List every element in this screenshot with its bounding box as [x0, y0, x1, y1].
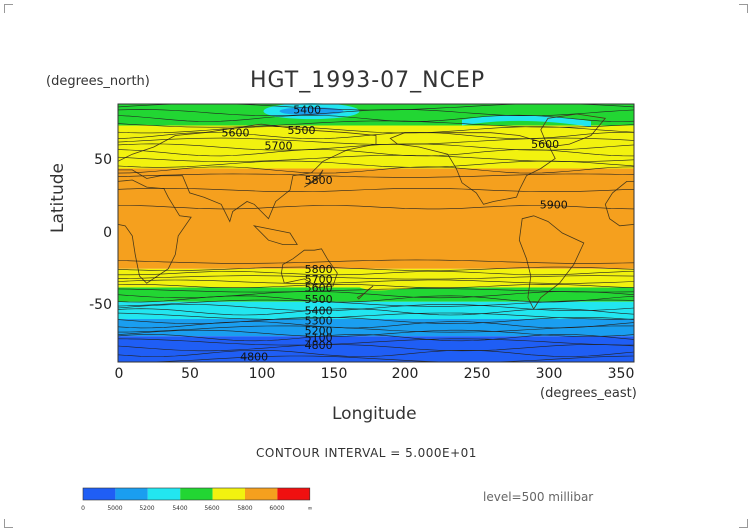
contour-line [117, 344, 635, 352]
contour-line [118, 271, 635, 276]
corner-mark-tr [739, 4, 748, 13]
contour-line [117, 114, 635, 122]
colorbar-swatch [277, 488, 310, 500]
contour-line [117, 188, 635, 192]
contour-label: 5600 [222, 127, 250, 140]
y-tick-label: -50 [89, 297, 112, 313]
colorbar-label: 5800 [237, 505, 253, 512]
coastline [389, 132, 556, 205]
corner-mark-tl [4, 4, 13, 13]
corner-mark-bl [4, 519, 13, 528]
x-tick-label: 0 [114, 366, 124, 382]
colorbar-swatch [245, 488, 278, 500]
contour-label: 5400 [293, 104, 321, 117]
plot-frame [117, 103, 635, 363]
colorbar-swatch [83, 488, 116, 500]
arctic-low-cell [462, 115, 591, 127]
contour-line [117, 288, 635, 293]
contour-label: 5300 [305, 314, 333, 327]
x-tick-label: 50 [181, 366, 199, 382]
y-axis-unit: (degrees_north) [46, 74, 150, 89]
contour-lines [117, 103, 635, 363]
y-tick-label: 0 [103, 225, 112, 241]
contour-label: 5900 [540, 198, 568, 211]
colorbar-label: ∞ [307, 505, 313, 512]
contour-line [117, 275, 635, 280]
contour-line [118, 205, 635, 210]
contour-label: 5100 [305, 332, 333, 345]
contour-line [118, 355, 635, 363]
y-axis-label: Latitude [48, 163, 68, 233]
contour-line [117, 304, 635, 312]
contour-label: 5500 [287, 124, 315, 137]
contour-line [117, 334, 635, 342]
colorbar-label: 5600 [204, 505, 220, 512]
contour-label: 5800 [305, 263, 333, 276]
contour-line [117, 160, 635, 168]
colorbar-frame [82, 487, 311, 501]
x-tick-label: 200 [391, 366, 419, 382]
x-axis-unit: (degrees_east) [540, 386, 637, 401]
contour-line [117, 149, 635, 157]
contour-line [117, 308, 635, 316]
contour-line [117, 321, 635, 329]
x-tick-label: 100 [248, 366, 276, 382]
colorbar-label: 0 [81, 505, 85, 512]
plot-title: HGT_1993-07_NCEP [250, 68, 486, 93]
contour-label: 5600 [305, 281, 333, 294]
contour-line [117, 132, 635, 140]
contour-line [117, 109, 635, 116]
contour-label: 5700 [265, 140, 293, 153]
contour-line [117, 325, 634, 333]
contour-line [117, 259, 635, 264]
contour-label: 5700 [305, 273, 333, 286]
corner-mark-br [739, 519, 748, 528]
colorbar-swatch [147, 488, 181, 500]
colorbar-label: 5400 [172, 505, 188, 512]
contour-label: 5200 [305, 324, 333, 337]
colorbar-swatch [180, 488, 213, 500]
contour-band [118, 168, 634, 269]
trough-bulge [368, 288, 470, 301]
coastline [518, 215, 585, 310]
colorbar [82, 487, 311, 501]
y-tick-label: 50 [94, 152, 112, 168]
contour-label: 5800 [305, 174, 333, 187]
contour-label: 5500 [305, 293, 333, 306]
colorbar-swatch [212, 488, 245, 500]
x-tick-label: 250 [463, 366, 491, 382]
colorbar-label: 5200 [139, 505, 155, 512]
contour-label: 4800 [240, 350, 268, 363]
contour-line [117, 266, 635, 271]
colorbar-swatch [115, 488, 148, 500]
contour-label: 5400 [305, 304, 333, 317]
contour-line [117, 312, 635, 320]
colorbar-label: 5000 [107, 505, 123, 512]
contour-label: 5600 [531, 138, 559, 151]
contour-line [117, 299, 635, 307]
contour-line [117, 137, 635, 145]
x-tick-label: 150 [320, 366, 348, 382]
colorbar-label: 6000 [269, 505, 285, 512]
contour-line [117, 166, 635, 174]
contour-label: 4800 [305, 339, 333, 352]
contour-line [117, 173, 635, 178]
contour-line [117, 316, 635, 324]
coastline [540, 113, 607, 148]
contour-interval-text: CONTOUR INTERVAL = 5.000E+01 [256, 446, 477, 460]
coastline [252, 225, 298, 245]
x-tick-label: 350 [607, 366, 635, 382]
contour-line [117, 279, 635, 284]
contour-line [117, 126, 635, 134]
contour-line [117, 283, 635, 288]
contour-band [118, 336, 634, 362]
x-axis-label: Longitude [332, 404, 417, 424]
contour-line [117, 349, 635, 357]
contour-line [117, 338, 635, 346]
x-tick-label: 300 [535, 366, 563, 382]
level-text: level=500 millibar [483, 490, 594, 504]
